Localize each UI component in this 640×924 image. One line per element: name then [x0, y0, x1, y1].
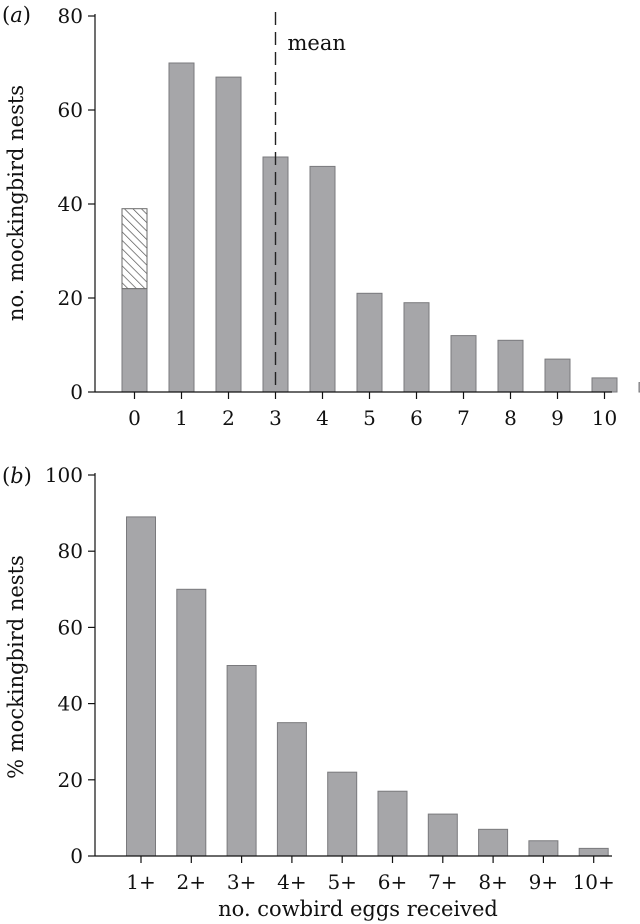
panel-a-bars	[121, 62, 640, 393]
panel-a-y-tick-label: 40	[58, 192, 83, 216]
panel-a-bar-10	[591, 377, 618, 393]
panel-a-x-tick-label: 9	[551, 406, 564, 430]
panel-a-x-tick-label: 11	[639, 406, 640, 430]
panel-b-bar-1plus	[126, 516, 156, 857]
panel-b-x-axis-title: no. cowbird eggs received	[218, 897, 498, 921]
panel-a-y-axis-title: no. mockingbird nests	[4, 85, 28, 321]
panel-b-bar-9plus	[528, 840, 559, 857]
panel-a-bar-0	[121, 288, 148, 393]
panel-b-y-tick-label: 100	[45, 463, 83, 487]
panel-a-x-tick-label: 0	[128, 406, 141, 430]
panel-b-x-tick-label: 7+	[428, 870, 457, 894]
panel-a-x-tick-label: 3	[269, 406, 282, 430]
panel-b-x-tick-label: 3+	[227, 870, 256, 894]
panel-a-x-tick-label: 4	[316, 406, 329, 430]
panel-b-bar-10plus	[578, 847, 609, 857]
panel-a-axes: 0 20 40 60 80 0 1 2 3 4 5 6 7 8 9 10 11	[58, 4, 640, 430]
panel-b-y-tick-label: 0	[70, 844, 83, 868]
panel-a-bar-9	[544, 358, 571, 393]
panel-a-x-tick-label: 1	[175, 406, 188, 430]
panel-b-x-tick-label: 6+	[378, 870, 407, 894]
panel-a-y-tick-label: 20	[58, 286, 83, 310]
panel-b-axes: 0 20 40 60 80 100 1+ 2+ 3+ 4+ 5+ 6+ 7+ 8+ 9+ 10+	[45, 463, 615, 894]
panel-b-y-tick-label: 60	[58, 615, 83, 639]
panel-b-bar-4plus	[276, 722, 307, 857]
panel-b-x-tick-label: 4+	[277, 870, 306, 894]
panel-b: (b) % mockingbird nests no. cowbird eggs…	[2, 463, 615, 921]
panel-a-y-tick-label: 60	[58, 98, 83, 122]
panel-b-x-tick-label: 5+	[327, 870, 356, 894]
panel-a-x-tick-label: 6	[410, 406, 423, 430]
mean-label: mean	[288, 31, 346, 55]
panel-a-x-tick-label: 8	[504, 406, 517, 430]
panel-b-y-tick-label: 20	[58, 768, 83, 792]
panel-b-bar-6plus	[377, 790, 408, 857]
panel-b-label: (b)	[2, 464, 32, 488]
panel-b-x-tick-label: 1+	[126, 870, 155, 894]
panel-a-x-tick-label: 7	[457, 406, 470, 430]
panel-b-bars	[126, 516, 609, 857]
panel-a-bar-0-hatched-segment	[121, 208, 148, 290]
panel-a-bar-2	[215, 76, 242, 393]
panel-a-bar-4	[309, 165, 336, 393]
panel-a-bar-8	[497, 339, 524, 393]
panel-b-bar-2plus	[176, 588, 207, 857]
panel-a: (a) no. mockingbird nests 0 20 40 60 80 0 1 2 3 4…	[2, 3, 640, 430]
panel-b-y-tick-label: 80	[58, 539, 83, 563]
panel-a-y-tick-label: 0	[70, 380, 83, 404]
panel-a-bar-5	[356, 292, 383, 393]
panel-a-y-tick-label: 80	[58, 4, 83, 28]
panel-a-x-tick-label: 5	[363, 406, 376, 430]
panel-b-x-tick-label: 10+	[573, 870, 615, 894]
panel-b-x-tick-label: 8+	[478, 870, 507, 894]
panel-a-x-tick-label: 10	[592, 406, 617, 430]
panel-b-x-tick-label: 2+	[177, 870, 206, 894]
panel-a-x-tick-label: 2	[222, 406, 235, 430]
panel-a-bar-6	[403, 302, 430, 393]
panel-b-y-tick-label: 40	[58, 692, 83, 716]
panel-b-bar-5plus	[327, 771, 358, 857]
panel-a-bar-7	[450, 335, 477, 393]
panel-b-x-tick-label: 9+	[529, 870, 558, 894]
panel-a-bar-1	[168, 62, 195, 393]
panel-b-bar-8plus	[478, 828, 509, 857]
panel-a-label: (a)	[2, 3, 31, 27]
panel-b-y-axis-title: % mockingbird nests	[4, 555, 28, 779]
panel-b-bar-3plus	[226, 665, 257, 857]
panel-b-bar-7plus	[427, 813, 458, 857]
